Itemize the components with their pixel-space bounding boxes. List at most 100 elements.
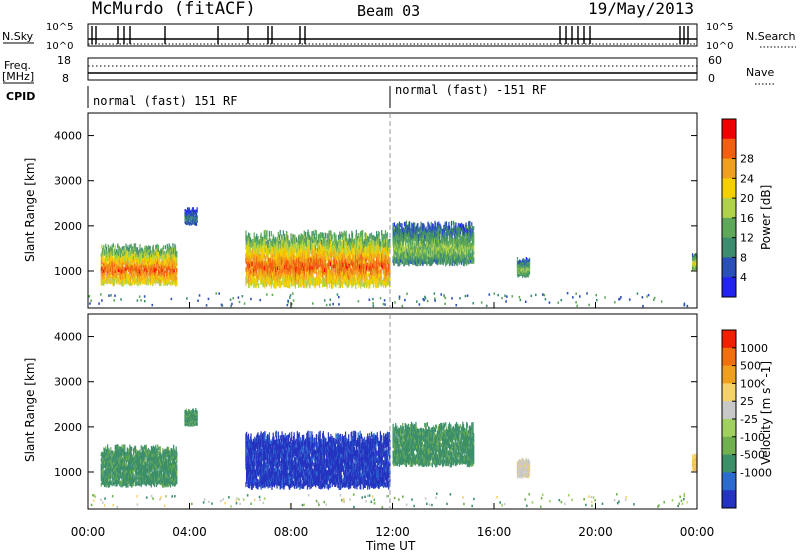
echo-cell [127,277,130,282]
echo-cell [353,238,356,244]
echo-cell [404,256,406,261]
echo-cell [192,218,194,221]
echo-cell [410,234,412,239]
echo-cell [442,261,444,266]
echo-cell [452,237,454,243]
echo-cell [415,261,417,266]
echo-cell [296,264,298,269]
echo-cell [299,265,302,271]
echo-cell [302,239,304,246]
echo-cell [148,248,150,253]
echo-cell [112,268,114,273]
echo-cell [329,238,331,245]
echo-cell [266,248,268,255]
echo-cell [433,252,435,257]
echo-cell [332,244,334,250]
echo-cell [109,255,111,260]
echo-cell [266,272,269,278]
echo-cell [365,237,368,244]
echo-cell [251,243,253,249]
echo-cell [118,248,120,253]
echo-cell [329,238,331,244]
echo-cell [299,248,301,254]
echo-cell [149,249,151,254]
echo-cell [166,272,168,277]
nave-tick-top: 60 [708,54,722,67]
echo-cell [171,253,173,258]
echo-cell [440,239,442,244]
echo-cell [355,238,357,245]
echo-cell [402,241,404,246]
echo-cell [379,265,381,270]
echo-cell [166,264,168,268]
echo-cell [252,245,255,250]
echo-cell [338,240,340,246]
echo-cell [421,237,423,241]
echo-cell [291,276,293,282]
echo-cell [264,229,267,235]
echo-cell [356,239,359,245]
echo-cell [374,281,376,287]
echo-cell [443,234,445,239]
echo-cell [157,253,159,258]
echo-cell [261,256,264,262]
echo-cell [264,260,267,266]
echo-cell [280,282,282,287]
echo-cell [399,237,401,242]
echo-cell [439,246,441,251]
echo-cell [297,261,300,267]
echo-cell [115,267,117,271]
echo-cell [379,242,381,248]
echo-cell [196,209,198,213]
echo-cell [317,272,319,277]
echo-cell [145,249,147,254]
echo-cell [330,269,332,275]
echo-cell [260,232,262,238]
echo-cell [408,221,410,227]
echo-cell [366,242,368,247]
echo-cell [256,268,258,274]
echo-cell [287,256,290,262]
echo-cell [353,276,355,282]
echo-cell [193,219,195,222]
echo-cell [190,215,193,218]
echo-cell [320,231,322,237]
echo-cell [254,264,257,269]
echo-cell [193,221,196,224]
echo-cell [289,266,291,272]
echo-cell [160,252,163,257]
echo-cell [388,258,390,264]
echo-cell [266,234,268,241]
echo-cell [337,260,340,266]
echo-cell [327,279,330,284]
echo-cell [360,275,363,281]
echo-cell [192,208,194,211]
echo-cell [374,268,376,273]
echo-cell [186,214,188,217]
echo-cell [422,248,424,253]
echo-cell [166,275,168,279]
echo-cell [313,234,315,240]
echo-cell [270,242,272,247]
echo-cell [310,260,312,266]
echo-cell [254,237,256,243]
echo-cell [270,276,272,281]
echo-cell [164,251,166,255]
echo-cell [377,269,379,275]
echo-cell [154,251,156,255]
echo-cell [322,246,324,252]
echo-cell [452,243,454,248]
echo-cell [318,245,321,250]
echo-cell [245,239,247,245]
echo-cell [405,234,407,239]
echo-cell [435,226,437,231]
echo-cell [408,242,411,247]
echo-cell [263,275,265,282]
echo-cell [283,282,285,288]
echo-cell [311,253,314,259]
echo-cell [140,266,142,270]
echo-cell [152,267,154,272]
echo-cell [247,278,249,284]
echo-cell [384,263,387,270]
echo-cell [122,273,124,278]
